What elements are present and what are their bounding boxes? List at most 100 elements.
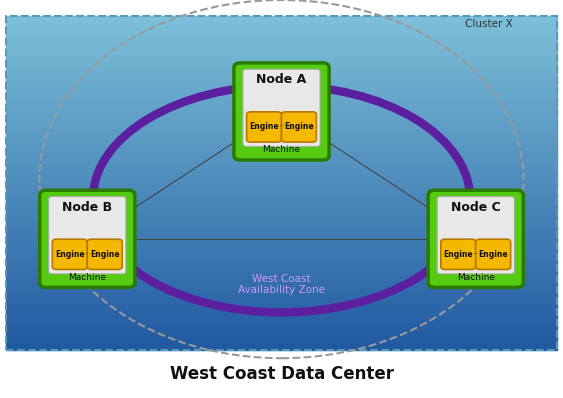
FancyBboxPatch shape: [441, 239, 476, 269]
Bar: [6, 322, 557, 324]
Bar: [6, 168, 557, 170]
Text: Engine: Engine: [444, 250, 473, 259]
Bar: [6, 98, 557, 100]
Bar: [6, 156, 557, 158]
Bar: [6, 201, 557, 203]
FancyBboxPatch shape: [39, 190, 135, 287]
Bar: [6, 188, 557, 190]
Bar: [6, 19, 557, 21]
Bar: [6, 300, 557, 302]
Bar: [6, 131, 557, 133]
Bar: [6, 136, 557, 138]
Bar: [6, 176, 557, 178]
Bar: [6, 135, 557, 136]
Bar: [6, 203, 557, 205]
Bar: [6, 314, 557, 315]
Text: Engine: Engine: [249, 123, 279, 131]
Bar: [6, 293, 557, 295]
FancyBboxPatch shape: [247, 112, 282, 142]
Bar: [6, 76, 557, 78]
Bar: [6, 330, 557, 332]
Bar: [6, 190, 557, 191]
Bar: [6, 317, 557, 318]
Bar: [6, 175, 557, 176]
Bar: [6, 193, 557, 195]
Bar: [6, 39, 557, 41]
Bar: [6, 207, 557, 208]
Text: Engine: Engine: [479, 250, 508, 259]
Bar: [6, 116, 557, 118]
Bar: [6, 235, 557, 236]
Bar: [6, 49, 557, 51]
Bar: [6, 349, 557, 350]
Bar: [6, 265, 557, 267]
Bar: [6, 325, 557, 327]
Text: Node A: Node A: [256, 73, 307, 86]
Bar: [6, 94, 557, 96]
Text: Machine: Machine: [262, 145, 301, 154]
Bar: [6, 118, 557, 119]
Bar: [6, 61, 557, 63]
Bar: [6, 258, 557, 260]
Bar: [6, 166, 557, 168]
Bar: [6, 44, 557, 46]
Bar: [6, 43, 557, 44]
Text: ···: ···: [472, 250, 479, 259]
Bar: [6, 38, 557, 39]
Bar: [6, 240, 557, 242]
Bar: [6, 260, 557, 261]
Bar: [6, 211, 557, 213]
Bar: [6, 205, 557, 207]
Bar: [6, 84, 557, 86]
Bar: [6, 347, 557, 349]
Bar: [6, 63, 557, 64]
Bar: [6, 339, 557, 340]
Bar: [6, 16, 557, 18]
Bar: [6, 146, 557, 148]
Bar: [6, 155, 557, 156]
Bar: [6, 327, 557, 328]
Bar: [6, 46, 557, 48]
Bar: [6, 103, 557, 105]
Bar: [6, 215, 557, 217]
FancyBboxPatch shape: [52, 239, 87, 269]
Bar: [6, 180, 557, 181]
Bar: [6, 163, 557, 165]
Bar: [6, 308, 557, 310]
Bar: [6, 252, 557, 253]
Bar: [6, 66, 557, 68]
Bar: [6, 144, 557, 146]
Text: Node C: Node C: [451, 201, 501, 214]
Bar: [6, 58, 557, 59]
Bar: [6, 278, 557, 280]
Bar: [6, 310, 557, 312]
Text: Engine: Engine: [90, 250, 119, 259]
Bar: [6, 183, 557, 185]
Bar: [6, 53, 557, 55]
Bar: [6, 289, 557, 290]
Text: Engine: Engine: [284, 123, 314, 131]
Bar: [6, 27, 557, 29]
Bar: [6, 236, 557, 238]
Bar: [6, 225, 557, 226]
Bar: [6, 111, 557, 113]
Bar: [6, 217, 557, 218]
Bar: [6, 238, 557, 240]
Bar: [6, 41, 557, 43]
FancyBboxPatch shape: [282, 112, 316, 142]
Bar: [6, 26, 557, 27]
Text: ···: ···: [278, 123, 285, 131]
Bar: [6, 86, 557, 88]
Bar: [6, 342, 557, 343]
Bar: [6, 165, 557, 166]
Bar: [6, 36, 557, 38]
FancyBboxPatch shape: [437, 197, 515, 274]
Bar: [6, 213, 557, 215]
Bar: [6, 295, 557, 297]
Bar: [6, 335, 557, 337]
Bar: [6, 16, 557, 350]
Bar: [6, 253, 557, 255]
Text: Machine: Machine: [68, 273, 106, 281]
Bar: [6, 287, 557, 289]
Bar: [6, 247, 557, 248]
